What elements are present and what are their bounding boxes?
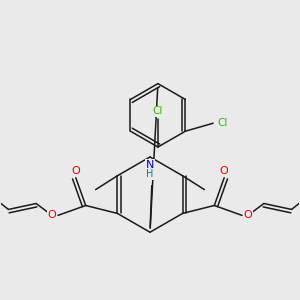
Text: O: O — [220, 166, 229, 176]
Text: Cl: Cl — [153, 106, 163, 116]
Text: O: O — [71, 166, 80, 176]
Text: O: O — [48, 210, 56, 220]
Text: Cl: Cl — [218, 118, 228, 128]
Text: O: O — [244, 210, 252, 220]
Text: H: H — [146, 169, 154, 179]
Text: N: N — [146, 160, 154, 170]
